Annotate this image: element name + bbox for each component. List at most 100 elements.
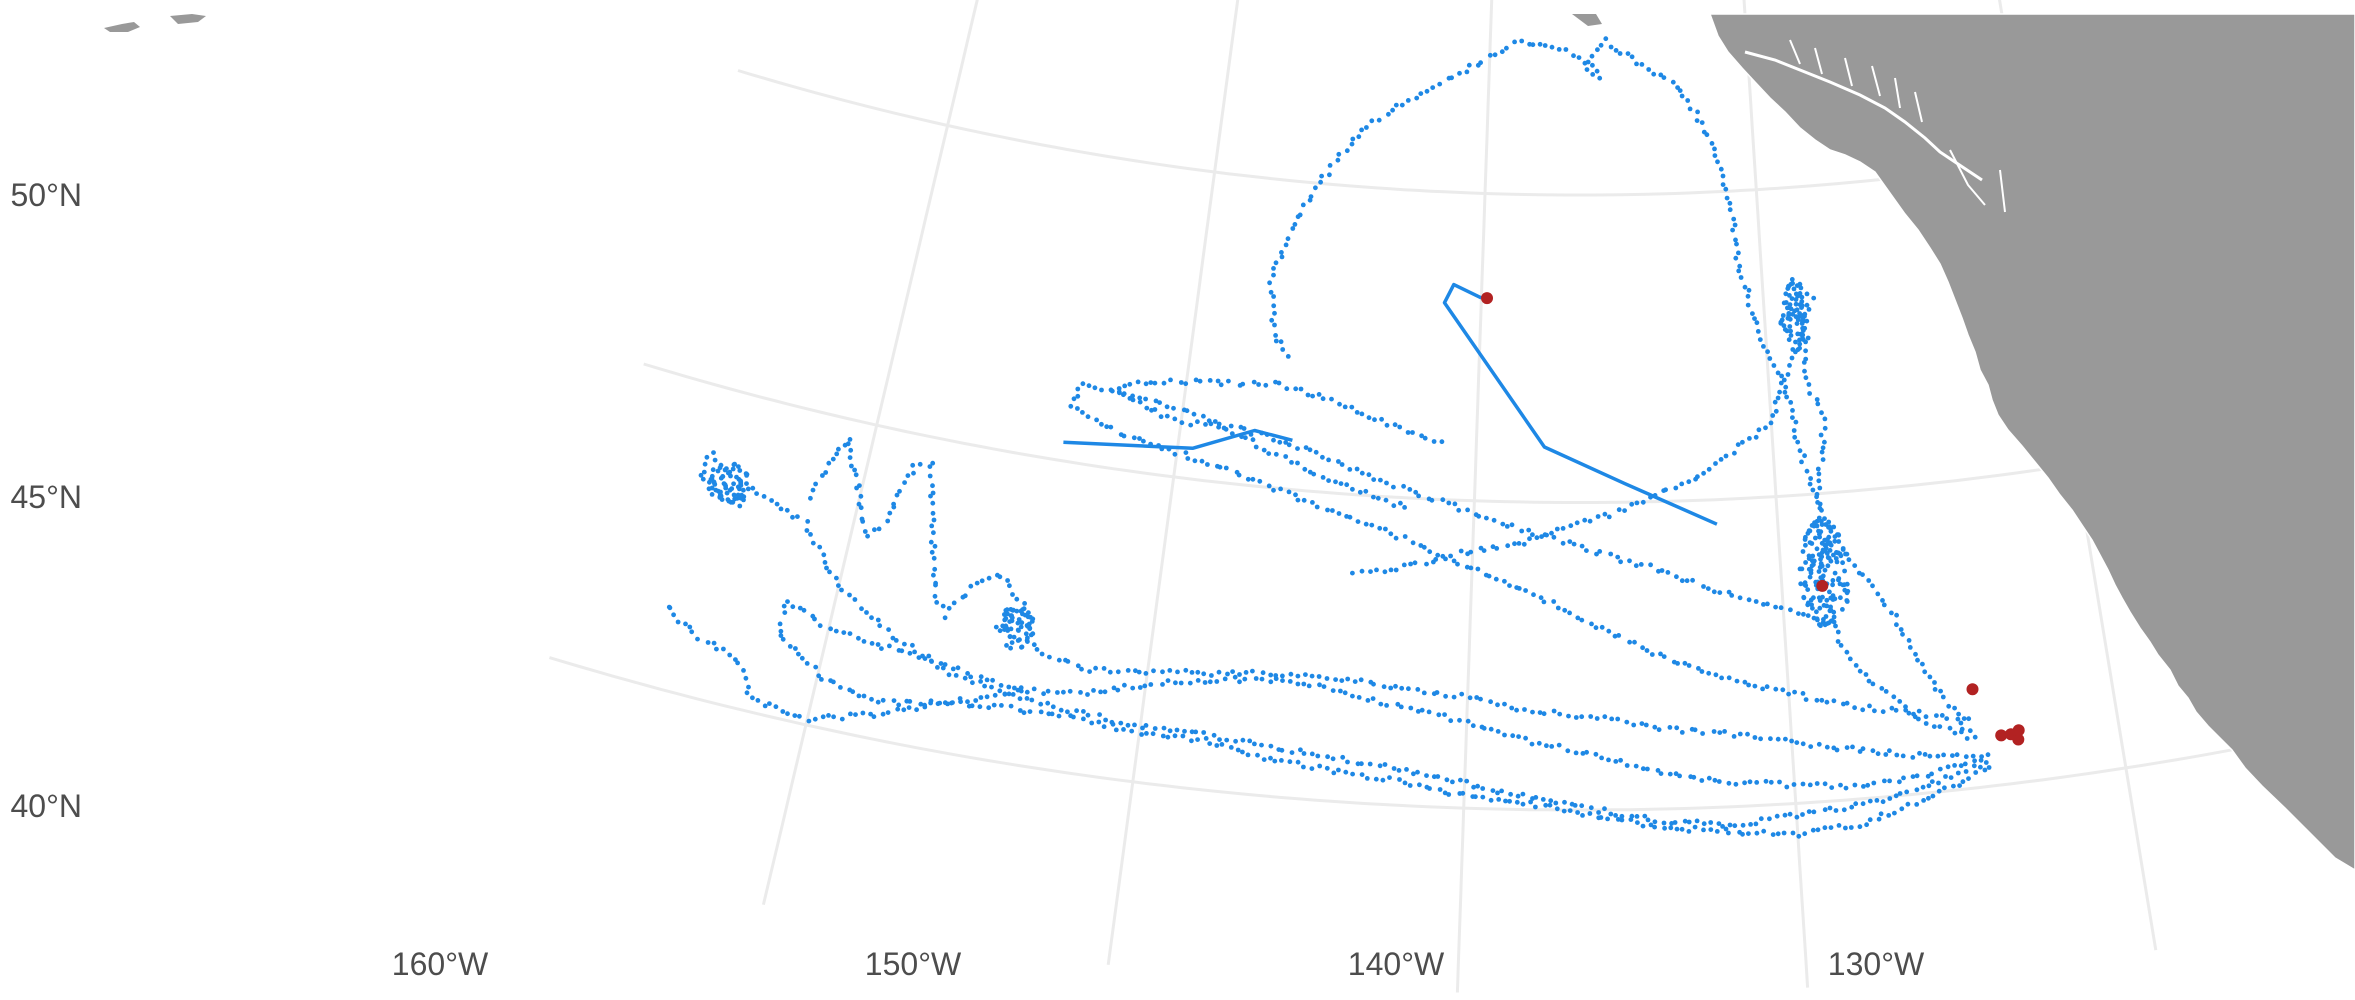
track-point [1892,810,1897,816]
track-point [1846,557,1852,563]
track-point [1797,281,1803,287]
track-point [1706,670,1712,676]
track-point [1068,403,1074,409]
track-point [1074,708,1079,714]
track-point [1952,705,1957,711]
track-point [1624,763,1630,768]
track-point [1838,782,1843,788]
track-point [1381,684,1387,690]
track-point [1779,317,1785,323]
track-point [1652,819,1658,825]
track-point [1342,404,1348,410]
track-point [1355,761,1361,767]
track-point [1565,748,1571,754]
track-point [1457,70,1462,76]
track-point [1280,347,1286,352]
track-point [1018,685,1024,691]
track-point [1295,460,1300,466]
track-point [1407,783,1413,788]
track-point [1219,742,1225,747]
track-point [1152,726,1158,731]
track-point [1887,796,1893,801]
track-point [879,646,884,651]
track-point [1701,470,1706,476]
track-point [1815,401,1821,407]
track-point [1331,770,1337,776]
track-point [1768,736,1773,742]
track-point [1436,712,1442,718]
track-point [1925,773,1931,779]
track-point [1658,651,1663,657]
track-point [1632,639,1637,645]
track-point [1799,459,1804,465]
track-point [1782,812,1788,818]
track-point [1195,737,1200,742]
track-point [1836,532,1842,538]
track-point [1832,538,1838,544]
track-point [1015,620,1021,626]
track-point [1606,628,1612,634]
track-point [1333,479,1338,485]
track-point [1266,451,1272,456]
track-point [1411,771,1416,777]
endpoint-marker [2012,724,2025,737]
track-point [1284,386,1290,392]
track-point [858,493,864,499]
track-point [1643,722,1649,728]
track-point [1613,813,1618,818]
track-point [1619,813,1625,819]
track-point [912,649,917,655]
track-point [1096,719,1102,725]
graticule-parallel [548,656,2241,812]
track-point [1722,729,1727,734]
track-point [1789,738,1794,744]
track-point [1483,572,1489,578]
track-point [1363,521,1369,527]
track-point [1478,545,1484,551]
track-point [1421,690,1427,696]
lon-label-150w: 150°W [865,946,962,982]
track-point [1822,516,1827,521]
track-point [1608,811,1614,817]
track-point [891,504,897,510]
track-point [949,700,954,706]
track-point [986,575,992,581]
track-point [1694,818,1700,824]
track-point [1242,676,1248,682]
track-point [1268,289,1274,295]
track-point [1745,302,1751,308]
track-point [1889,610,1894,616]
track-point [1806,556,1812,561]
track-point [1098,689,1103,695]
track-point [1613,759,1619,764]
track-point [1195,419,1200,425]
track-point [927,473,933,479]
track-point [1682,660,1688,666]
track-point [743,471,749,476]
track-point [728,499,734,505]
track-point [1790,830,1796,836]
track-point [1424,784,1430,790]
track-point [1926,795,1931,801]
track-point [984,677,990,683]
track-point [1667,771,1673,777]
track-point [1144,731,1149,736]
track-point [795,514,800,519]
track-point [997,688,1003,694]
track-point [1742,284,1748,290]
track-point [907,699,913,704]
track-point [1871,780,1877,786]
track-point [928,658,934,664]
track-point [1478,696,1483,702]
track-point [1303,445,1309,450]
track-point [998,683,1004,688]
track-point [1350,486,1355,492]
track-point [1792,308,1797,314]
track-point [1359,127,1364,133]
track-point [1880,709,1886,715]
track-point [812,716,818,722]
track-point [1402,780,1408,786]
track-point [1295,673,1301,679]
track-point [1708,820,1714,825]
track-point [813,481,818,487]
